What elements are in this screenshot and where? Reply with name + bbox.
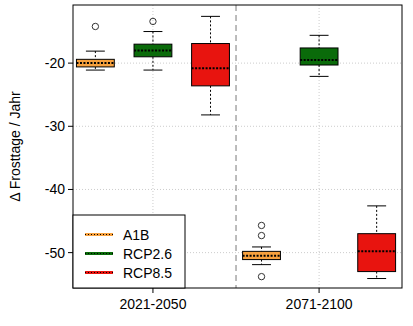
legend-line-dots xyxy=(85,253,113,254)
whisker-lower xyxy=(261,260,262,265)
y-tick-label: -30 xyxy=(45,118,65,134)
y-tick-label: -40 xyxy=(45,181,65,197)
median xyxy=(358,250,396,252)
frame xyxy=(73,5,402,288)
outlier xyxy=(258,222,264,228)
whisker-upper xyxy=(152,32,153,45)
x-tick-label: 2021-2050 xyxy=(119,296,186,312)
legend-line xyxy=(85,233,113,236)
whisker-upper xyxy=(261,247,262,251)
y-tick-label: -20 xyxy=(45,55,65,71)
legend-label: RCP2.6 xyxy=(123,246,172,262)
whisker-upper xyxy=(319,35,320,48)
median xyxy=(300,59,338,61)
whisker-cap-min xyxy=(86,70,105,71)
outlier xyxy=(92,23,98,29)
y-axis-label: Δ Frosttage / Jahr xyxy=(7,91,23,202)
box xyxy=(76,59,114,67)
grid-line xyxy=(73,63,402,64)
whisker-cap-min xyxy=(252,264,271,265)
whisker-cap-max xyxy=(143,31,162,32)
grid-line xyxy=(73,126,402,127)
outlier xyxy=(150,18,156,24)
whisker-cap-min xyxy=(201,114,220,115)
whisker-cap-min xyxy=(310,76,329,77)
whisker-cap-max xyxy=(310,35,329,36)
whisker-cap-min xyxy=(143,70,162,71)
y-tick xyxy=(68,252,73,253)
box xyxy=(358,234,396,272)
whisker-cap-min xyxy=(367,278,386,279)
outlier xyxy=(258,232,264,238)
whisker-upper xyxy=(210,16,211,43)
box xyxy=(243,251,281,259)
whisker-lower xyxy=(152,57,153,70)
median xyxy=(243,255,281,257)
grid-line xyxy=(73,189,402,190)
x-tick xyxy=(319,288,320,293)
whisker-lower xyxy=(376,272,377,279)
whisker-cap-max xyxy=(252,246,271,247)
legend-line xyxy=(85,252,113,255)
y-tick xyxy=(68,189,73,190)
chart: -50 -40 -30 -20 2021-2050 2071-2100 Δ Frosttag… xyxy=(0,0,413,326)
x-tick-label: 2071-2100 xyxy=(286,296,353,312)
separator xyxy=(235,5,236,288)
plot-area xyxy=(76,16,395,279)
whisker-upper xyxy=(95,51,96,59)
box xyxy=(134,44,172,57)
median xyxy=(134,49,172,51)
median xyxy=(192,67,230,69)
y-tick-label: -50 xyxy=(45,245,65,261)
whisker-cap-max xyxy=(86,51,105,52)
grid-line-x xyxy=(319,5,320,288)
box xyxy=(192,44,230,86)
outlier xyxy=(258,273,264,279)
whisker-lower xyxy=(319,65,320,76)
whisker-lower xyxy=(210,86,211,115)
legend-line xyxy=(85,271,113,274)
y-tick xyxy=(68,63,73,64)
x-tick xyxy=(152,288,153,293)
box xyxy=(300,48,338,65)
whisker-cap-max xyxy=(367,205,386,206)
legend: A1B RCP2.6 RCP8.5 xyxy=(73,215,185,288)
legend-label: RCP8.5 xyxy=(123,265,172,281)
whisker-upper xyxy=(376,206,377,234)
y-tick xyxy=(68,126,73,127)
legend-box xyxy=(73,215,185,288)
legend-line-dots xyxy=(85,272,113,273)
median xyxy=(76,62,114,64)
legend-line-dots xyxy=(85,234,113,235)
whisker-cap-max xyxy=(201,16,220,17)
legend-label: A1B xyxy=(123,227,149,243)
